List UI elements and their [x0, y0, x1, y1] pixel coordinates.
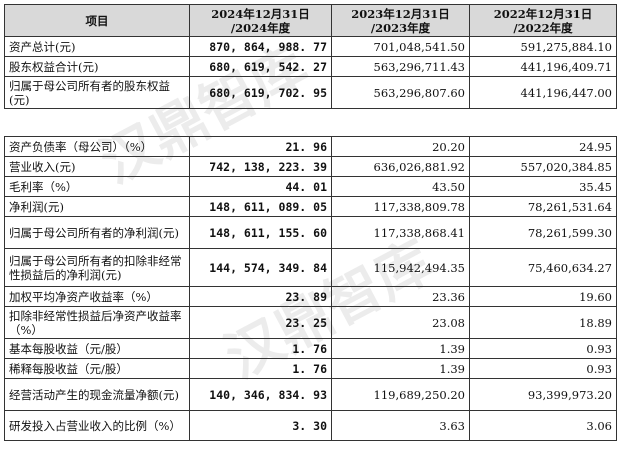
value-2024: 23. 25 — [189, 306, 332, 339]
value-2022: 78,261,531.64 — [469, 196, 617, 217]
value-2022: 441,196,409.71 — [469, 56, 617, 77]
row-label: 股东权益合计(元) — [4, 56, 190, 77]
table-row: 基本每股收益（元/股） 1. 76 1.39 0.93 — [4, 338, 617, 359]
value-2023: 119,689,250.20 — [331, 378, 470, 411]
table-row: 毛利率（%） 44. 01 43.50 35.45 — [4, 176, 617, 197]
value-2022: 441,196,447.00 — [469, 76, 617, 109]
header-2024: 2024年12月31日/2024年度 — [189, 4, 332, 37]
value-2024: 140, 346, 834. 93 — [189, 378, 332, 411]
value-2022: 0.93 — [469, 358, 617, 379]
value-2022: 78,261,599.30 — [469, 216, 617, 249]
table-header-row: 项目 2024年12月31日/2024年度 2023年12月31日/2023年度… — [4, 4, 617, 37]
value-2024: 44. 01 — [189, 176, 332, 197]
value-2022: 591,275,884.10 — [469, 36, 617, 57]
value-2023: 701,048,541.50 — [331, 36, 470, 57]
value-2024: 1. 76 — [189, 338, 332, 359]
row-label: 净利润(元) — [4, 196, 190, 217]
value-2023: 20.20 — [331, 136, 470, 157]
value-2024: 148, 611, 155. 60 — [189, 216, 332, 249]
value-2024: 680, 619, 542. 27 — [189, 56, 332, 77]
value-2022: 557,020,384.85 — [469, 156, 617, 177]
value-2023: 23.36 — [331, 286, 470, 307]
value-2022: 24.95 — [469, 136, 617, 157]
row-label: 资产总计(元) — [4, 36, 190, 57]
header-2023: 2023年12月31日/2023年度 — [331, 4, 470, 37]
row-label: 经营活动产生的现金流量净额(元) — [4, 378, 190, 411]
table-row: 归属于母公司所有者的扣除非经常性损益后的净利润(元) 144, 574, 349.… — [4, 248, 617, 287]
value-2024: 1. 76 — [189, 358, 332, 379]
value-2023: 1.39 — [331, 358, 470, 379]
table-row: 资产负债率（母公司）（%） 21. 96 20.20 24.95 — [4, 136, 617, 157]
row-label: 归属于母公司所有者的扣除非经常性损益后的净利润(元) — [4, 248, 190, 287]
value-2024: 23. 89 — [189, 286, 332, 307]
value-2024: 148, 611, 089. 05 — [189, 196, 332, 217]
value-2024: 680, 619, 702. 95 — [189, 76, 332, 109]
row-label: 资产负债率（母公司）（%） — [4, 136, 190, 157]
row-label: 加权平均净资产收益率（%） — [4, 286, 190, 307]
row-label: 基本每股收益（元/股） — [4, 338, 190, 359]
value-2023: 117,338,868.41 — [331, 216, 470, 249]
summary-table-balance: 项目 2024年12月31日/2024年度 2023年12月31日/2023年度… — [4, 4, 617, 109]
header-item: 项目 — [4, 4, 190, 37]
table-row: 稀释每股收益（元/股） 1. 76 1.39 0.93 — [4, 358, 617, 379]
row-label: 毛利率（%） — [4, 176, 190, 197]
table-row: 归属于母公司所有者的股东权益(元) 680, 619, 702. 95 563,29… — [4, 76, 617, 109]
value-2022: 93,399,973.20 — [469, 378, 617, 411]
table-row: 扣除非经常性损益后净资产收益率（%） 23. 25 23.08 18.89 — [4, 306, 617, 339]
value-2022: 75,460,634.27 — [469, 248, 617, 287]
table-row: 股东权益合计(元) 680, 619, 542. 27 563,296,711.43… — [4, 56, 617, 77]
value-2024: 21. 96 — [189, 136, 332, 157]
table-row: 资产总计(元) 870, 864, 988. 77 701,048,541.50 59… — [4, 36, 617, 57]
row-label: 扣除非经常性损益后净资产收益率（%） — [4, 306, 190, 339]
row-label: 营业收入(元) — [4, 156, 190, 177]
value-2023: 23.08 — [331, 306, 470, 339]
row-label: 稀释每股收益（元/股） — [4, 358, 190, 379]
value-2024: 144, 574, 349. 84 — [189, 248, 332, 287]
summary-table-performance: 资产负债率（母公司）（%） 21. 96 20.20 24.95 营业收入(元) 742,… — [4, 136, 617, 441]
table-row: 营业收入(元) 742, 138, 223. 39 636,026,881.92 55… — [4, 156, 617, 177]
value-2022: 19.60 — [469, 286, 617, 307]
value-2022: 35.45 — [469, 176, 617, 197]
value-2023: 43.50 — [331, 176, 470, 197]
table-row: 经营活动产生的现金流量净额(元) 140, 346, 834. 93 119,689… — [4, 378, 617, 411]
value-2023: 636,026,881.92 — [331, 156, 470, 177]
table-row: 研发投入占营业收入的比例（%） 3. 30 3.63 3.06 — [4, 410, 617, 441]
value-2023: 563,296,807.60 — [331, 76, 470, 109]
table-row: 归属于母公司所有者的净利润(元) 148, 611, 155. 60 117,338… — [4, 216, 617, 249]
value-2023: 3.63 — [331, 410, 470, 441]
header-2022: 2022年12月31日/2022年度 — [469, 4, 617, 37]
value-2024: 742, 138, 223. 39 — [189, 156, 332, 177]
row-label: 归属于母公司所有者的净利润(元) — [4, 216, 190, 249]
value-2022: 18.89 — [469, 306, 617, 339]
value-2023: 563,296,711.43 — [331, 56, 470, 77]
value-2022: 3.06 — [469, 410, 617, 441]
table-row: 加权平均净资产收益率（%） 23. 89 23.36 19.60 — [4, 286, 617, 307]
value-2023: 115,942,494.35 — [331, 248, 470, 287]
value-2024: 3. 30 — [189, 410, 332, 441]
value-2024: 870, 864, 988. 77 — [189, 36, 332, 57]
value-2023: 1.39 — [331, 338, 470, 359]
table-row: 净利润(元) 148, 611, 089. 05 117,338,809.78 78,… — [4, 196, 617, 217]
row-label: 研发投入占营业收入的比例（%） — [4, 410, 190, 441]
value-2022: 0.93 — [469, 338, 617, 359]
row-label: 归属于母公司所有者的股东权益(元) — [4, 76, 190, 109]
value-2023: 117,338,809.78 — [331, 196, 470, 217]
